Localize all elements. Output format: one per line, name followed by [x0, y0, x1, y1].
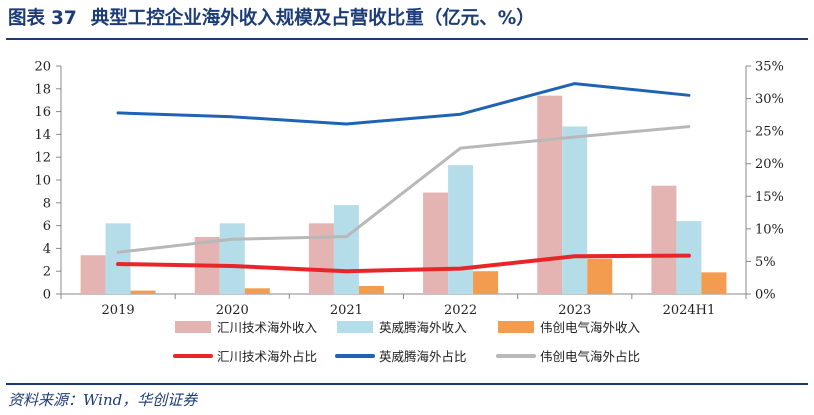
y-right-tick-label: 15%	[755, 190, 784, 205]
legend-label: 伟创电气海外收入	[540, 320, 641, 335]
bar-1	[80, 255, 106, 294]
y-right-tick-label: 10%	[755, 222, 784, 237]
x-tick-label: 2020	[216, 303, 249, 318]
figure-title-text: 典型工控企业海外收入规模及占营收比重（亿元、%）	[90, 8, 535, 29]
y-right-tick-label: 0%	[755, 288, 776, 303]
legend-swatch-bar	[337, 321, 373, 333]
y-left-tick-label: 6	[43, 219, 51, 234]
legend-swatch-bar	[175, 321, 211, 333]
legend-label: 伟创电气海外占比	[540, 349, 640, 364]
y-left-tick-label: 16	[34, 105, 51, 120]
y-left-tick-label: 8	[43, 196, 51, 211]
y-left-tick-label: 0	[43, 288, 51, 303]
legend-label: 英威腾海外收入	[379, 320, 467, 335]
legend-label: 汇川技术海外收入	[217, 320, 318, 335]
bar-2	[562, 126, 588, 294]
legend-label: 英威腾海外占比	[379, 349, 467, 364]
bar-2	[448, 165, 474, 294]
bar-3	[473, 271, 499, 294]
y-right-tick-label: 25%	[755, 125, 784, 140]
x-tick-label: 2021	[330, 303, 363, 318]
legend-swatch-bar	[498, 321, 534, 333]
y-right-tick-label: 20%	[755, 157, 784, 172]
line-series-2	[116, 82, 691, 126]
bar-3	[358, 286, 384, 294]
x-tick-label: 2024H1	[663, 303, 716, 318]
bar-3	[701, 272, 727, 294]
y-right-tick-label: 30%	[755, 92, 784, 107]
bar-2	[333, 205, 359, 294]
bar-3	[587, 258, 613, 294]
line-series-3	[116, 125, 691, 254]
x-tick-label: 2019	[102, 303, 135, 318]
bar-1	[308, 223, 334, 294]
title-rule	[6, 38, 808, 40]
figure-label: 图表	[8, 8, 46, 29]
y-left-tick-label: 4	[43, 242, 51, 257]
source-rule	[6, 383, 808, 385]
y-left-tick-label: 2	[43, 265, 51, 280]
figure-number: 37	[51, 8, 77, 29]
line-series-1	[116, 253, 691, 274]
y-right-tick-label: 5%	[755, 255, 776, 270]
y-left-tick-label: 14	[34, 128, 51, 143]
y-left-tick-label: 18	[34, 82, 51, 97]
x-tick-label: 2022	[444, 303, 477, 318]
bar-2	[219, 223, 245, 294]
bar-3	[244, 288, 270, 294]
y-left-tick-label: 10	[34, 174, 51, 189]
bar-1	[423, 192, 449, 294]
y-left-tick-label: 12	[34, 151, 51, 166]
bar-1	[651, 185, 677, 294]
bar-1	[537, 95, 563, 294]
bar-2	[105, 223, 131, 294]
y-right-tick-label: 35%	[755, 60, 784, 75]
y-left-tick-label: 20	[34, 60, 51, 75]
figure-title: 图表 37 典型工控企业海外收入规模及占营收比重（亿元、%）	[8, 4, 535, 34]
source-note: 资料来源：Wind，华创证券	[8, 391, 198, 409]
bar-3	[130, 290, 156, 294]
x-tick-label: 2023	[558, 303, 591, 318]
legend-label: 汇川技术海外占比	[217, 349, 317, 364]
